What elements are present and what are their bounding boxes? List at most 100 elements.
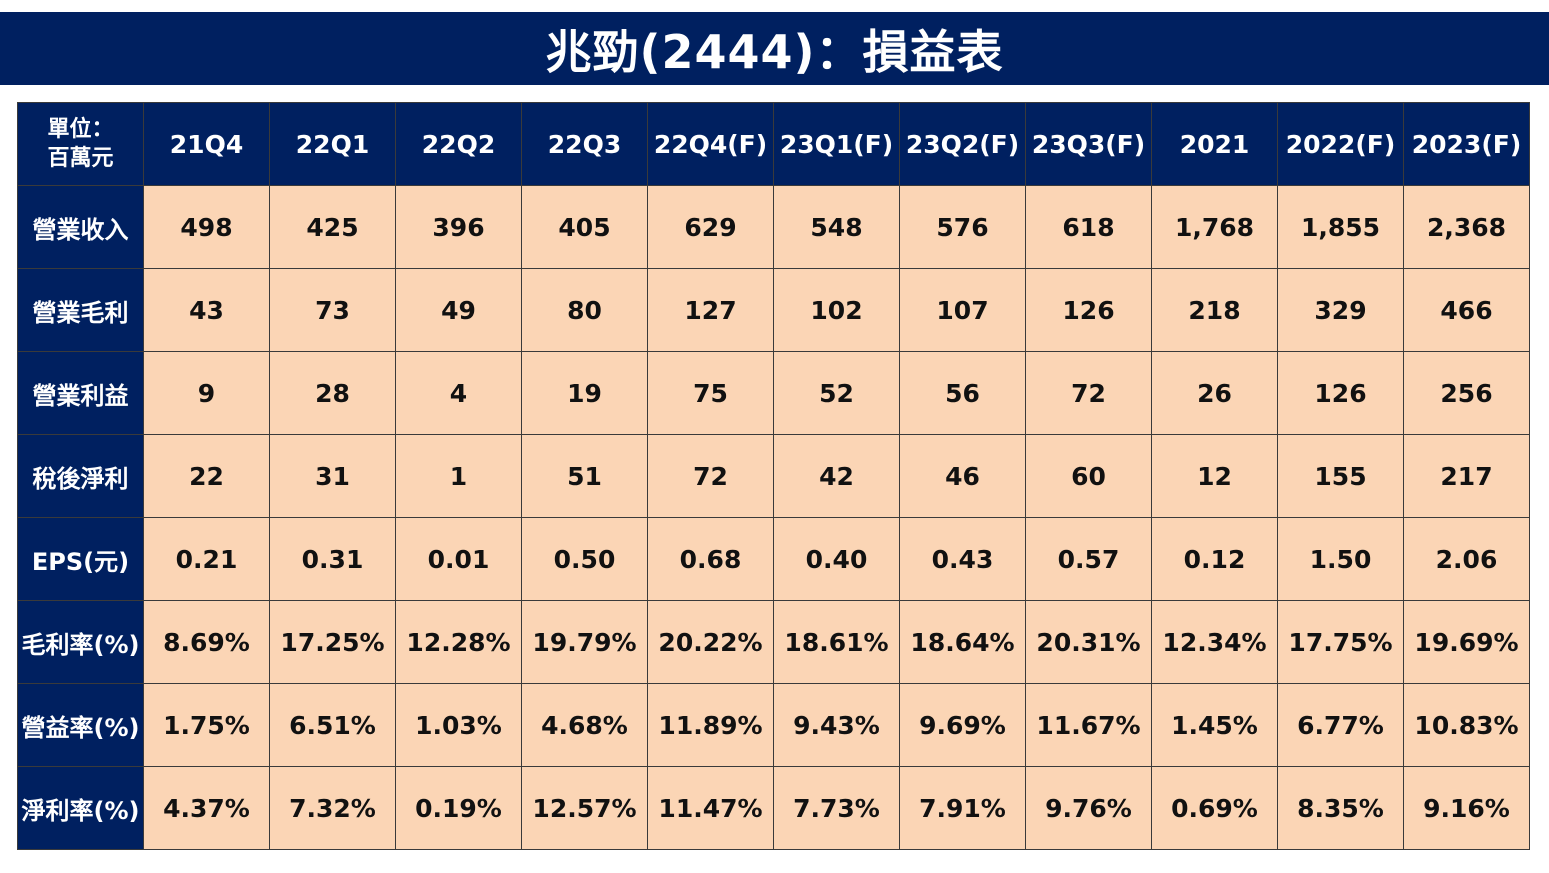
table-cell: 0.50 — [521, 517, 648, 601]
table-cell: 1.03% — [395, 683, 522, 767]
table-cell: 256 — [1403, 351, 1530, 435]
table-cell: 51 — [521, 434, 648, 518]
column-header: 23Q3(F) — [1025, 102, 1152, 186]
table-cell: 0.43 — [899, 517, 1026, 601]
column-header: 22Q1 — [269, 102, 396, 186]
table-cell: 11.89% — [647, 683, 774, 767]
table-cell: 0.12 — [1151, 517, 1278, 601]
table-cell: 0.01 — [395, 517, 522, 601]
table-cell: 80 — [521, 268, 648, 352]
unit-label: 單位： 百萬元 — [17, 102, 144, 186]
table-cell: 9.76% — [1025, 766, 1152, 850]
table-cell: 12 — [1151, 434, 1278, 518]
table-cell: 56 — [899, 351, 1026, 435]
table-cell: 6.77% — [1277, 683, 1404, 767]
table-row: 營益率(%) 1.75% 6.51% 1.03% 4.68% 11.89% 9.43% 9.6… — [17, 683, 1530, 767]
table-row: 淨利率(%) 4.37% 7.32% 0.19% 12.57% 11.47% 7.73% 7.… — [17, 766, 1530, 850]
table-cell: 0.57 — [1025, 517, 1152, 601]
table-cell: 218 — [1151, 268, 1278, 352]
table-cell: 0.19% — [395, 766, 522, 850]
table-cell: 17.75% — [1277, 600, 1404, 684]
table-cell: 46 — [899, 434, 1026, 518]
table-cell: 127 — [647, 268, 774, 352]
table-cell: 155 — [1277, 434, 1404, 518]
table-cell: 7.73% — [773, 766, 900, 850]
table-cell: 1.45% — [1151, 683, 1278, 767]
table-cell: 576 — [899, 185, 1026, 269]
table-cell: 9 — [143, 351, 270, 435]
table-cell: 498 — [143, 185, 270, 269]
table-cell: 7.91% — [899, 766, 1026, 850]
table-cell: 405 — [521, 185, 648, 269]
table-cell: 9.16% — [1403, 766, 1530, 850]
table-cell: 20.22% — [647, 600, 774, 684]
table-cell: 43 — [143, 268, 270, 352]
column-header: 21Q4 — [143, 102, 270, 186]
page-title: 兆勁(2444)：損益表 — [545, 24, 1004, 79]
row-label: EPS(元) — [17, 517, 144, 601]
table-cell: 9.69% — [899, 683, 1026, 767]
table-cell: 1.50 — [1277, 517, 1404, 601]
table-cell: 107 — [899, 268, 1026, 352]
table-cell: 18.61% — [773, 600, 900, 684]
column-header: 22Q2 — [395, 102, 522, 186]
table-cell: 11.67% — [1025, 683, 1152, 767]
table-row: EPS(元) 0.21 0.31 0.01 0.50 0.68 0.40 0.43 0.57 0.… — [17, 517, 1530, 601]
table-cell: 4 — [395, 351, 522, 435]
column-header: 23Q2(F) — [899, 102, 1026, 186]
table-cell: 1,768 — [1151, 185, 1278, 269]
unit-label-line1: 單位： — [47, 117, 114, 142]
table-cell: 396 — [395, 185, 522, 269]
table-cell: 466 — [1403, 268, 1530, 352]
table-cell: 126 — [1025, 268, 1152, 352]
column-header: 2021 — [1151, 102, 1278, 186]
row-label: 營業收入 — [17, 185, 144, 269]
table-cell: 52 — [773, 351, 900, 435]
table-cell: 126 — [1277, 351, 1404, 435]
column-header: 2023(F) — [1403, 102, 1530, 186]
table-cell: 18.64% — [899, 600, 1026, 684]
table-cell: 425 — [269, 185, 396, 269]
table-cell: 75 — [647, 351, 774, 435]
table-cell: 1.75% — [143, 683, 270, 767]
table-cell: 19 — [521, 351, 648, 435]
table-cell: 72 — [1025, 351, 1152, 435]
table-cell: 17.25% — [269, 600, 396, 684]
row-label: 稅後淨利 — [17, 434, 144, 518]
table-cell: 12.57% — [521, 766, 648, 850]
table-cell: 11.47% — [647, 766, 774, 850]
table-cell: 12.34% — [1151, 600, 1278, 684]
table-row: 毛利率(%) 8.69% 17.25% 12.28% 19.79% 20.22% 18.61… — [17, 600, 1530, 684]
table-cell: 548 — [773, 185, 900, 269]
table-cell: 0.68 — [647, 517, 774, 601]
table-cell: 217 — [1403, 434, 1530, 518]
table-cell: 0.40 — [773, 517, 900, 601]
table-cell: 618 — [1025, 185, 1152, 269]
table-cell: 329 — [1277, 268, 1404, 352]
row-label: 營業毛利 — [17, 268, 144, 352]
row-label: 淨利率(%) — [17, 766, 144, 850]
table-cell: 20.31% — [1025, 600, 1152, 684]
table-body: 營業收入 498 425 396 405 629 548 576 618 1,768 1,855 2,… — [17, 185, 1530, 850]
table-cell: 7.32% — [269, 766, 396, 850]
table-cell: 0.31 — [269, 517, 396, 601]
table-row: 稅後淨利 22 31 1 51 72 42 46 60 12 155 217 — [17, 434, 1530, 518]
table-cell: 2.06 — [1403, 517, 1530, 601]
column-header: 22Q3 — [521, 102, 648, 186]
table-cell: 19.79% — [521, 600, 648, 684]
table-cell: 72 — [647, 434, 774, 518]
table-row: 營業收入 498 425 396 405 629 548 576 618 1,768 1,855 2,… — [17, 185, 1530, 269]
table-cell: 12.28% — [395, 600, 522, 684]
column-header: 23Q1(F) — [773, 102, 900, 186]
row-label: 毛利率(%) — [17, 600, 144, 684]
table-cell: 19.69% — [1403, 600, 1530, 684]
table-cell: 60 — [1025, 434, 1152, 518]
unit-label-line2: 百萬元 — [47, 146, 114, 171]
table-row: 營業毛利 43 73 49 80 127 102 107 126 218 329 466 — [17, 268, 1530, 352]
table-cell: 629 — [647, 185, 774, 269]
table-cell: 9.43% — [773, 683, 900, 767]
column-header: 2022(F) — [1277, 102, 1404, 186]
table-cell: 28 — [269, 351, 396, 435]
table-cell: 4.68% — [521, 683, 648, 767]
table-cell: 2,368 — [1403, 185, 1530, 269]
